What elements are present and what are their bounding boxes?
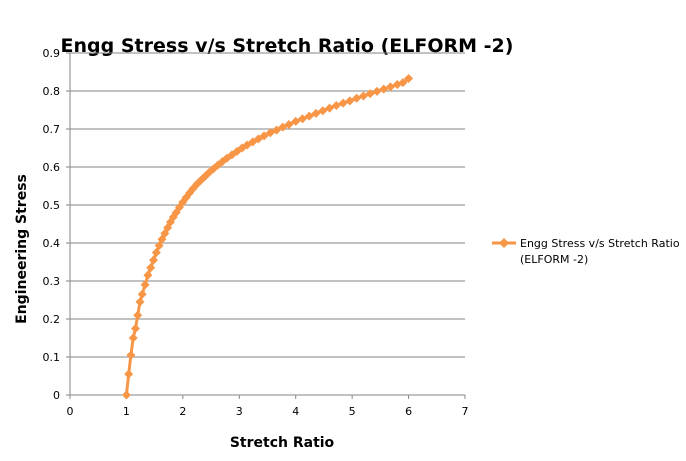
data-point-marker xyxy=(304,111,314,121)
y-axis-title: Engineering Stress xyxy=(14,174,30,324)
y-tick-label: 0.2 xyxy=(43,313,61,326)
legend-label-line-2: (ELFORM -2) xyxy=(520,253,588,266)
data-point-marker xyxy=(121,390,131,400)
x-tick-label: 0 xyxy=(67,405,74,418)
legend: Engg Stress v/s Stretch Ratio (ELFORM -2… xyxy=(492,237,680,266)
data-point-marker xyxy=(345,96,355,106)
data-point-marker xyxy=(259,131,269,141)
data-point-marker xyxy=(338,98,348,108)
x-tick-label: 7 xyxy=(462,405,469,418)
legend-label-line-1: Engg Stress v/s Stretch Ratio xyxy=(520,237,680,250)
legend-marker-swatch xyxy=(499,238,509,248)
y-tick-label: 0.8 xyxy=(43,85,61,98)
data-point-marker xyxy=(379,84,389,94)
data-point-marker xyxy=(126,350,136,360)
data-point-marker xyxy=(137,289,147,299)
x-tick-label: 5 xyxy=(349,405,356,418)
data-point-marker xyxy=(133,310,143,320)
data-point-marker xyxy=(130,324,140,333)
x-axis-title: Stretch Ratio xyxy=(230,435,335,451)
data-point-marker xyxy=(311,108,321,118)
data-point-marker xyxy=(404,73,414,83)
y-tick-label: 0.5 xyxy=(43,199,61,212)
y-tick-label: 0.7 xyxy=(43,123,61,136)
data-point-marker xyxy=(284,119,294,129)
y-tick-label: 0.4 xyxy=(43,237,61,250)
series-group xyxy=(121,73,414,400)
data-point-marker xyxy=(365,89,375,99)
data-point-marker xyxy=(398,78,408,88)
data-point-marker xyxy=(372,86,382,96)
data-point-marker xyxy=(325,103,335,113)
series-markers xyxy=(121,73,414,400)
x-tick-label: 4 xyxy=(292,405,299,418)
data-point-marker xyxy=(358,91,368,101)
y-tick-label: 0.9 xyxy=(43,47,61,60)
data-point-marker xyxy=(297,114,307,124)
data-point-marker xyxy=(143,270,153,280)
data-point-marker xyxy=(291,116,301,126)
y-tick-label: 0.6 xyxy=(43,161,61,174)
data-point-marker xyxy=(124,369,134,379)
data-point-marker xyxy=(331,100,341,110)
data-point-marker xyxy=(248,137,258,147)
data-point-marker xyxy=(146,263,156,273)
y-axis-ticks: 0 0.1 0.2 0.3 0.4 0.5 0.6 0.7 0.8 0.9 xyxy=(43,47,70,402)
data-point-marker xyxy=(318,106,328,116)
y-tick-label: 0.3 xyxy=(43,275,61,288)
data-point-marker xyxy=(386,82,396,92)
x-tick-label: 1 xyxy=(123,405,130,418)
x-tick-label: 2 xyxy=(179,405,186,418)
x-tick-label: 3 xyxy=(236,405,243,418)
y-tick-label: 0.1 xyxy=(43,351,61,364)
data-point-marker xyxy=(151,248,161,257)
data-point-marker xyxy=(352,93,362,103)
data-point-marker xyxy=(128,333,138,343)
y-tick-label: 0 xyxy=(53,389,60,402)
data-point-marker xyxy=(140,280,150,290)
data-point-marker xyxy=(135,297,145,307)
x-tick-label: 6 xyxy=(405,405,412,418)
data-point-marker xyxy=(272,125,282,135)
chart-title: Engg Stress v/s Stretch Ratio (ELFORM -2… xyxy=(61,35,514,57)
data-point-marker xyxy=(149,255,159,265)
data-point-marker xyxy=(154,241,164,251)
